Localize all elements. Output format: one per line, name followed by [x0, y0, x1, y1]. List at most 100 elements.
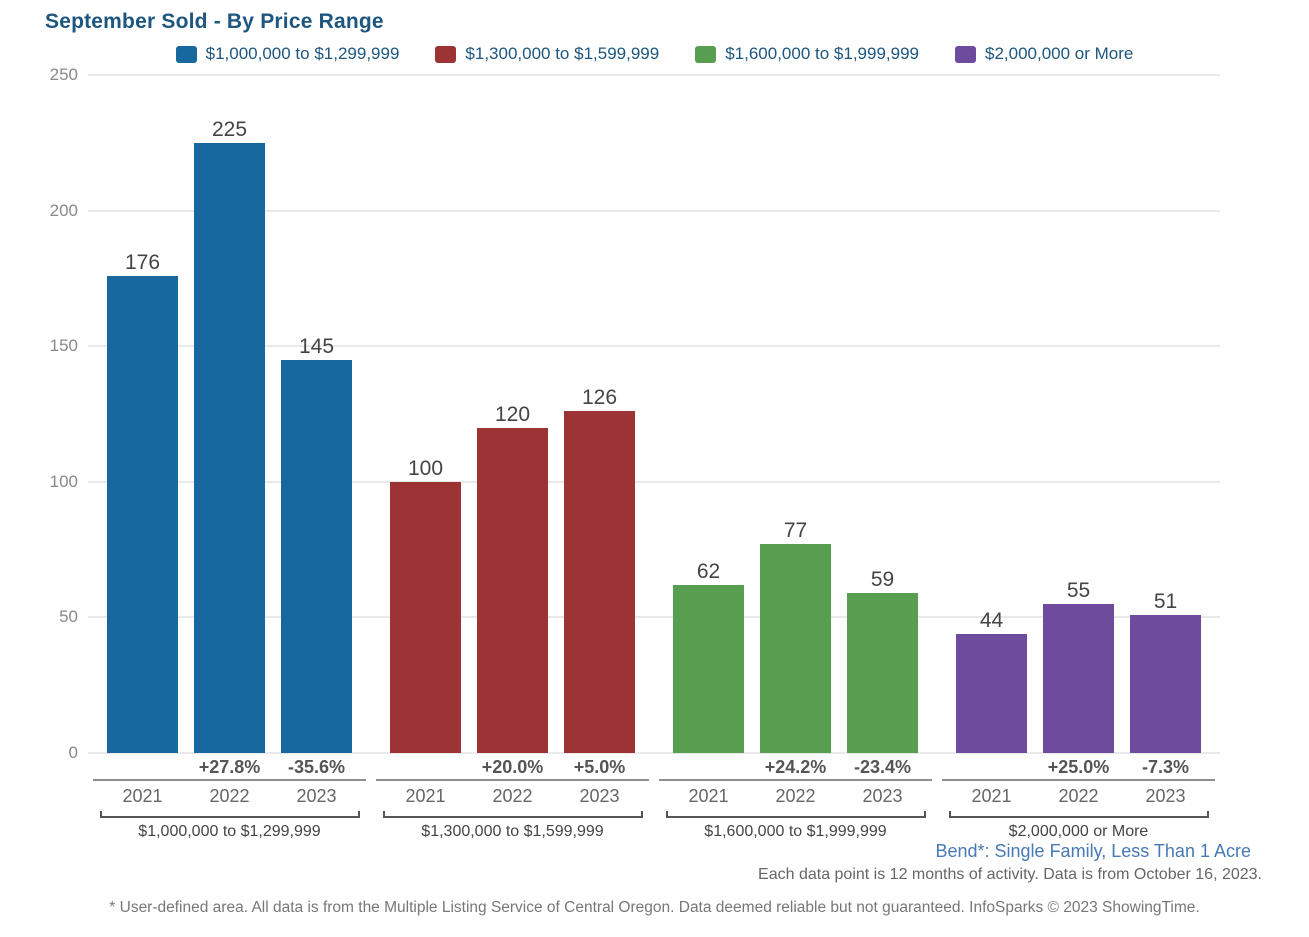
bars-row: 100 120 126	[390, 75, 635, 753]
legend-item-1[interactable]: $1,300,000 to $1,599,999	[435, 44, 659, 64]
group-range-label: $1,300,000 to $1,599,999	[421, 823, 604, 840]
group-axis-line	[659, 779, 932, 781]
bar-slot: 59	[847, 569, 918, 753]
year-labels-row: 2021 2022 2023	[107, 785, 352, 807]
disclaimer-text: * User-defined area. All data is from th…	[109, 899, 1200, 916]
pct-change-row: +20.0% +5.0%	[390, 756, 635, 778]
legend-item-2[interactable]: $1,600,000 to $1,999,999	[695, 44, 919, 64]
gridline-100	[88, 480, 1220, 483]
bar-2021[interactable]	[673, 584, 744, 753]
pct-change-label: +5.0%	[573, 757, 626, 777]
y-axis-label: 50	[59, 607, 78, 627]
pct-change-label	[107, 756, 178, 778]
pct-change-row: +27.8% -35.6%	[107, 756, 352, 778]
year-label: 2023	[1145, 786, 1186, 806]
group-range-label: $1,000,000 to $1,299,999	[138, 823, 321, 840]
bar-value-label: 44	[979, 608, 1004, 632]
year-label: 2023	[296, 786, 337, 806]
year-label: 2023	[579, 786, 620, 806]
legend-swatch-icon	[435, 45, 457, 63]
bars-row: 176 225 145	[107, 75, 352, 753]
year-label: 2022	[1058, 786, 1099, 806]
bar-2022[interactable]	[194, 142, 265, 753]
gridline-0	[88, 752, 1220, 754]
price-range-group-2: 62 77 59 +24.2% -23.4% 2021 2022 2023 $1,600,000…	[654, 75, 937, 841]
price-range-group-0: 176 225 145 +27.8% -35.6% 2021 2022 2023 $1,000,…	[88, 75, 371, 841]
bar-2021[interactable]	[107, 275, 178, 753]
bar-value-label: 120	[494, 402, 531, 426]
year-label: 2021	[405, 786, 446, 806]
y-axis-label: 250	[49, 65, 78, 84]
bar-value-label: 62	[696, 559, 721, 583]
bar-value-label: 51	[1153, 589, 1178, 613]
year-labels-row: 2021 2022 2023	[956, 785, 1201, 807]
bar-slot: 55	[1043, 580, 1114, 753]
bar-value-label: 59	[870, 568, 895, 591]
y-axis-label: 100	[49, 471, 78, 491]
pct-change-label: +25.0%	[1047, 757, 1110, 777]
year-label: 2021	[971, 786, 1012, 806]
gridline-200	[88, 209, 1220, 212]
bar-slot: 44	[956, 610, 1027, 753]
group-bracket	[99, 811, 360, 818]
bar-slot: 176	[107, 252, 178, 753]
bars-row: 62 77 59	[673, 75, 918, 753]
bar-value-label: 145	[298, 334, 335, 358]
legend-item-0[interactable]: $1,000,000 to $1,299,999	[175, 44, 400, 64]
legend-label: $2,000,000 or More	[985, 44, 1134, 63]
pct-change-label: -7.3%	[1141, 757, 1190, 777]
legend-swatch-icon	[955, 45, 976, 63]
group-bracket	[948, 811, 1209, 818]
bar-value-label: 126	[581, 386, 618, 410]
pct-change-row: +25.0% -7.3%	[956, 756, 1201, 778]
bar-2023[interactable]	[1130, 614, 1201, 753]
group-axis-line	[376, 779, 649, 781]
year-label: 2021	[122, 786, 163, 806]
bar-2023[interactable]	[847, 593, 918, 753]
bar-2023[interactable]	[564, 411, 635, 753]
bar-slot: 77	[760, 520, 831, 753]
bar-value-label: 100	[407, 456, 444, 480]
pct-change-label	[673, 756, 744, 778]
pct-change-row: +24.2% -23.4%	[673, 756, 918, 778]
gridline-150	[88, 345, 1220, 348]
bar-groups: 176 225 145 +27.8% -35.6% 2021 2022 2023 $1,000,…	[88, 75, 1220, 841]
pct-change-label: +24.2%	[764, 757, 827, 777]
bar-slot: 51	[1130, 591, 1201, 753]
bar-value-label: 55	[1066, 578, 1091, 602]
legend-item-3[interactable]: $2,000,000 or More	[955, 44, 1133, 64]
legend-swatch-icon	[175, 45, 197, 63]
plot-area: 0 50 100 150 200 250 176 225 145 +27.8% -35.6% 2021…	[50, 65, 1220, 840]
bar-2021[interactable]	[956, 633, 1027, 753]
bar-2022[interactable]	[1043, 603, 1114, 753]
bar-2021[interactable]	[390, 481, 461, 753]
bar-value-label: 225	[211, 117, 248, 141]
bar-2022[interactable]	[477, 427, 548, 753]
legend-swatch-icon	[695, 45, 717, 63]
pct-change-label: -35.6%	[287, 757, 346, 777]
bar-slot: 145	[281, 336, 352, 753]
group-range-label: $2,000,000 or More	[1008, 823, 1149, 840]
gridline-50	[88, 616, 1220, 619]
year-labels-row: 2021 2022 2023	[390, 785, 635, 807]
bar-slot: 225	[194, 119, 265, 753]
bar-2022[interactable]	[760, 544, 831, 753]
pct-change-label	[390, 756, 461, 778]
y-axis-label: 150	[49, 336, 78, 356]
group-axis-line	[93, 779, 366, 781]
bar-2023[interactable]	[281, 359, 352, 753]
data-period-note: Each data point is 12 months of activity…	[758, 866, 1262, 883]
group-axis-line	[942, 779, 1215, 781]
legend-label: $1,000,000 to $1,299,999	[205, 44, 400, 63]
year-label: 2023	[862, 786, 903, 806]
chart-title: September Sold - By Price Range	[45, 10, 384, 33]
pct-change-label: -23.4%	[853, 757, 912, 777]
pct-change-label: +20.0%	[481, 757, 544, 777]
y-axis-label: 0	[68, 743, 78, 762]
year-label: 2022	[492, 786, 533, 806]
year-label: 2022	[775, 786, 816, 806]
y-axis-label: 200	[49, 200, 78, 220]
chart-legend: $1,000,000 to $1,299,999 $1,300,000 to $1…	[0, 44, 1309, 64]
group-bracket	[382, 811, 643, 818]
